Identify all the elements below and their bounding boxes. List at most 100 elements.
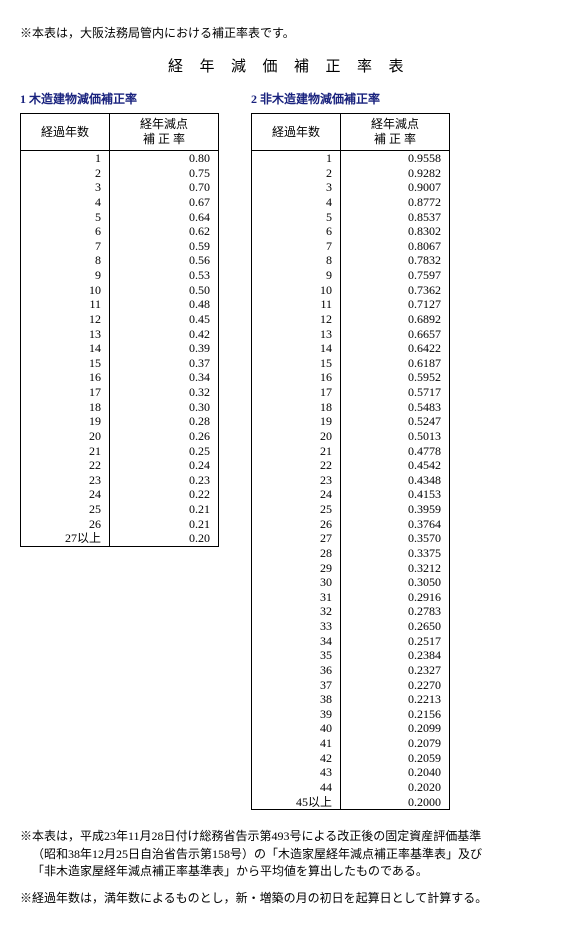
table2: 経過年数 経年減点 補 正 率 10.955820.928230.900740.…: [251, 113, 450, 810]
cell-rate: 0.4778: [341, 444, 450, 459]
cell-rate: 0.7127: [341, 297, 450, 312]
footnote2: ※経過年数は，満年数によるものとし，新・増築の月の初日を起算日として計算する。: [20, 890, 568, 907]
table-row: 220.4542: [252, 458, 450, 473]
cell-rate: 0.62: [110, 224, 219, 239]
cell-rate: 0.6657: [341, 327, 450, 342]
cell-year: 28: [252, 546, 341, 561]
cell-year: 15: [21, 356, 110, 371]
cell-rate: 0.4348: [341, 473, 450, 488]
cell-rate: 0.53: [110, 268, 219, 283]
cell-year: 43: [252, 765, 341, 780]
table-row: 50.64: [21, 210, 219, 225]
table1-header-rate-l1: 経年減点: [140, 117, 188, 131]
table2-header-row: 経過年数 経年減点 補 正 率: [252, 114, 450, 151]
cell-year: 24: [21, 487, 110, 502]
cell-year: 27以上: [21, 531, 110, 546]
table-row: 330.2650: [252, 619, 450, 634]
cell-year: 10: [21, 283, 110, 298]
table-row: 110.48: [21, 297, 219, 312]
cell-rate: 0.6422: [341, 341, 450, 356]
table-row: 370.2270: [252, 678, 450, 693]
table-row: 160.5952: [252, 370, 450, 385]
cell-rate: 0.2270: [341, 678, 450, 693]
table-row: 130.42: [21, 327, 219, 342]
cell-rate: 0.7597: [341, 268, 450, 283]
cell-rate: 0.2059: [341, 751, 450, 766]
cell-year: 34: [252, 634, 341, 649]
cell-year: 19: [252, 414, 341, 429]
cell-rate: 0.50: [110, 283, 219, 298]
cell-rate: 0.21: [110, 502, 219, 517]
table-row: 80.56: [21, 253, 219, 268]
table-row: 170.32: [21, 385, 219, 400]
table-row: 350.2384: [252, 648, 450, 663]
table-row: 20.9282: [252, 166, 450, 181]
cell-year: 25: [21, 502, 110, 517]
cell-rate: 0.6892: [341, 312, 450, 327]
table1-header-year: 経過年数: [21, 114, 110, 151]
cell-year: 23: [21, 473, 110, 488]
cell-year: 11: [252, 297, 341, 312]
cell-rate: 0.8302: [341, 224, 450, 239]
cell-year: 4: [21, 195, 110, 210]
cell-year: 4: [252, 195, 341, 210]
table2-header-rate-l1: 経年減点: [371, 117, 419, 131]
table1-header-rate: 経年減点 補 正 率: [110, 114, 219, 151]
cell-year: 35: [252, 648, 341, 663]
cell-rate: 0.5717: [341, 385, 450, 400]
cell-rate: 0.56: [110, 253, 219, 268]
footnote1-l1: ※本表は，平成23年11月28日付け総務省告示第493号による改正後の固定資産評…: [20, 829, 481, 843]
table-row: 260.3764: [252, 517, 450, 532]
table-row: 170.5717: [252, 385, 450, 400]
cell-rate: 0.5013: [341, 429, 450, 444]
cell-year: 24: [252, 487, 341, 502]
table-row: 90.7597: [252, 268, 450, 283]
cell-year: 17: [21, 385, 110, 400]
table-row: 10.9558: [252, 151, 450, 166]
table-row: 200.26: [21, 429, 219, 444]
table-row: 430.2040: [252, 765, 450, 780]
cell-year: 38: [252, 692, 341, 707]
cell-year: 21: [252, 444, 341, 459]
cell-year: 8: [252, 253, 341, 268]
cell-rate: 0.4153: [341, 487, 450, 502]
table-row: 230.23: [21, 473, 219, 488]
cell-rate: 0.2079: [341, 736, 450, 751]
cell-rate: 0.3375: [341, 546, 450, 561]
cell-year: 1: [21, 151, 110, 166]
table-row: 60.62: [21, 224, 219, 239]
cell-rate: 0.20: [110, 531, 219, 546]
table-row: 150.6187: [252, 356, 450, 371]
table2-header-rate-l2: 補 正 率: [374, 132, 416, 146]
cell-year: 27: [252, 531, 341, 546]
cell-rate: 0.59: [110, 239, 219, 254]
cell-year: 39: [252, 707, 341, 722]
cell-rate: 0.2384: [341, 648, 450, 663]
table-row: 120.45: [21, 312, 219, 327]
cell-rate: 0.3050: [341, 575, 450, 590]
cell-rate: 0.2020: [341, 780, 450, 795]
cell-rate: 0.2000: [341, 795, 450, 810]
table-row: 200.5013: [252, 429, 450, 444]
cell-rate: 0.5483: [341, 400, 450, 415]
cell-rate: 0.24: [110, 458, 219, 473]
cell-year: 15: [252, 356, 341, 371]
cell-year: 18: [252, 400, 341, 415]
cell-year: 13: [21, 327, 110, 342]
table-row: 20.75: [21, 166, 219, 181]
cell-year: 3: [252, 180, 341, 195]
cell-year: 20: [252, 429, 341, 444]
table-row: 300.3050: [252, 575, 450, 590]
cell-year: 36: [252, 663, 341, 678]
cell-year: 33: [252, 619, 341, 634]
cell-rate: 0.6187: [341, 356, 450, 371]
footnote1: ※本表は，平成23年11月28日付け総務省告示第493号による改正後の固定資産評…: [20, 828, 568, 880]
cell-rate: 0.30: [110, 400, 219, 415]
cell-rate: 0.8067: [341, 239, 450, 254]
cell-year: 2: [252, 166, 341, 181]
table-row: 30.9007: [252, 180, 450, 195]
table1: 経過年数 経年減点 補 正 率 10.8020.7530.7040.6750.6…: [20, 113, 219, 547]
cell-rate: 0.3764: [341, 517, 450, 532]
table-row: 440.2020: [252, 780, 450, 795]
table-row: 270.3570: [252, 531, 450, 546]
